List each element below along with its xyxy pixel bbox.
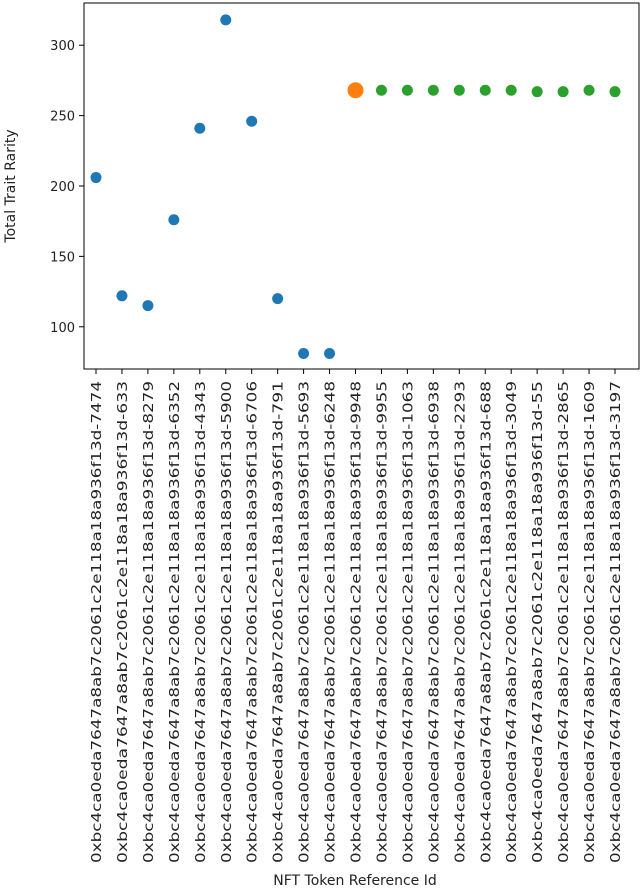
x-tick-label: 0xbc4ca0eda7647a8ab7c2061c2e118a18a936f1… xyxy=(350,381,365,863)
data-point xyxy=(220,14,232,26)
x-tick-label: 0xbc4ca0eda7647a8ab7c2061c2e118a18a936f1… xyxy=(531,381,546,863)
x-tick-label: 0xbc4ca0eda7647a8ab7c2061c2e118a18a936f1… xyxy=(246,381,261,863)
plot-frame xyxy=(83,2,640,370)
y-tick-label: 300 xyxy=(50,39,75,54)
data-point xyxy=(427,84,439,96)
x-tick-label: 0xbc4ca0eda7647a8ab7c2061c2e118a18a936f1… xyxy=(90,381,105,863)
x-tick-label: 0xbc4ca0eda7647a8ab7c2061c2e118a18a936f1… xyxy=(324,381,339,863)
x-tick-label: 0xbc4ca0eda7647a8ab7c2061c2e118a18a936f1… xyxy=(479,381,494,863)
data-point xyxy=(479,84,491,96)
x-tick-label: 0xbc4ca0eda7647a8ab7c2061c2e118a18a936f1… xyxy=(453,381,468,863)
x-tick-label: 0xbc4ca0eda7647a8ab7c2061c2e118a18a936f1… xyxy=(220,381,235,863)
y-tick-label: 150 xyxy=(50,250,75,265)
x-tick-label: 0xbc4ca0eda7647a8ab7c2061c2e118a18a936f1… xyxy=(298,381,313,863)
x-tick-label: 0xbc4ca0eda7647a8ab7c2061c2e118a18a936f1… xyxy=(609,381,624,863)
y-axis-label: Total Trait Rarity xyxy=(3,129,19,243)
x-tick-label: 0xbc4ca0eda7647a8ab7c2061c2e118a18a936f1… xyxy=(116,381,131,863)
x-tick-label: 0xbc4ca0eda7647a8ab7c2061c2e118a18a936f1… xyxy=(401,381,416,863)
x-tick-label: 0xbc4ca0eda7647a8ab7c2061c2e118a18a936f1… xyxy=(272,381,287,863)
x-tick-label: 0xbc4ca0eda7647a8ab7c2061c2e118a18a936f1… xyxy=(375,381,390,863)
x-tick-label: 0xbc4ca0eda7647a8ab7c2061c2e118a18a936f1… xyxy=(557,381,572,863)
data-point xyxy=(505,84,517,96)
data-point xyxy=(168,214,180,226)
data-point xyxy=(194,122,206,134)
data-point xyxy=(583,84,595,96)
x-tick-label: 0xbc4ca0eda7647a8ab7c2061c2e118a18a936f1… xyxy=(427,381,442,863)
x-tick-label: 0xbc4ca0eda7647a8ab7c2061c2e118a18a936f1… xyxy=(505,381,520,863)
data-point xyxy=(298,348,310,360)
y-tick-label: 250 xyxy=(50,110,75,125)
data-points xyxy=(90,14,621,360)
x-tick-label: 0xbc4ca0eda7647a8ab7c2061c2e118a18a936f1… xyxy=(142,381,157,863)
data-point xyxy=(142,300,154,312)
x-axis-label: NFT Token Reference Id xyxy=(273,873,437,888)
x-axis-ticks: 0xbc4ca0eda7647a8ab7c2061c2e118a18a936f1… xyxy=(90,369,624,863)
data-point xyxy=(453,84,465,96)
x-tick-label: 0xbc4ca0eda7647a8ab7c2061c2e118a18a936f1… xyxy=(583,381,598,863)
y-tick-label: 200 xyxy=(50,180,75,195)
data-point xyxy=(246,115,258,127)
x-tick-label: 0xbc4ca0eda7647a8ab7c2061c2e118a18a936f1… xyxy=(168,381,183,863)
x-tick-label: 0xbc4ca0eda7647a8ab7c2061c2e118a18a936f1… xyxy=(194,381,209,863)
data-point xyxy=(401,84,413,96)
data-point xyxy=(272,293,284,305)
y-axis-ticks: 100 150 200 250 300 xyxy=(50,39,84,336)
data-point xyxy=(557,86,569,98)
y-tick-label: 100 xyxy=(50,321,75,336)
data-point xyxy=(531,86,543,98)
data-point xyxy=(90,172,102,184)
data-point xyxy=(347,82,364,99)
data-point xyxy=(116,290,128,302)
data-point xyxy=(324,348,336,360)
data-point xyxy=(375,84,387,96)
data-point xyxy=(609,86,621,98)
